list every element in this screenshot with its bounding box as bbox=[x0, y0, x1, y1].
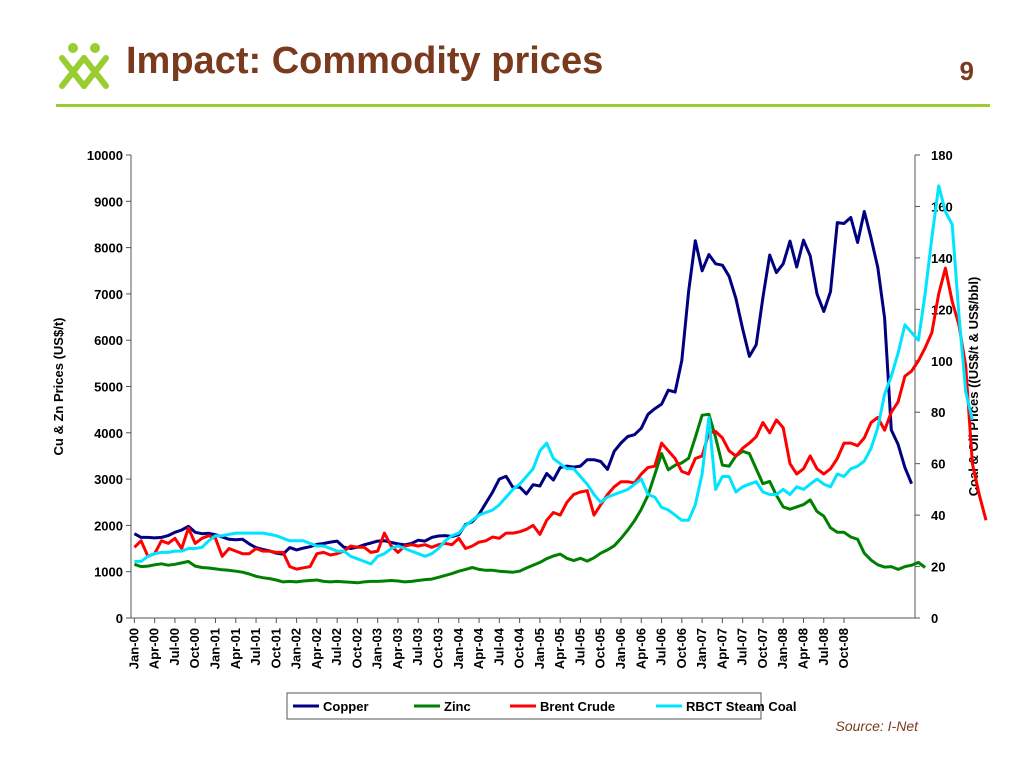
people-pair-logo bbox=[59, 43, 109, 89]
x-tick-label: Jan-03 bbox=[370, 628, 385, 669]
x-tick-label: Jan-05 bbox=[532, 628, 547, 669]
logo-body-right bbox=[81, 55, 109, 89]
series-line-rbct-steam-coal bbox=[134, 184, 974, 566]
y-axis-title: Cu & Zn Prices (US$/t) bbox=[51, 318, 66, 456]
legend-label: Brent Crude bbox=[540, 699, 615, 714]
x-tick-label: Apr-03 bbox=[390, 628, 405, 669]
x-tick-label: Jul-02 bbox=[329, 628, 344, 666]
legend-label: Zinc bbox=[444, 699, 471, 714]
series-line-zinc bbox=[133, 412, 927, 585]
x-tick-label: Jul-04 bbox=[491, 627, 506, 665]
series-line-brent-crude bbox=[133, 266, 988, 571]
y-tick-label: 3000 bbox=[94, 472, 123, 487]
chart-series bbox=[133, 184, 988, 585]
x-tick-label: Jul-06 bbox=[654, 628, 669, 666]
x-tick-label: Jan-02 bbox=[289, 628, 304, 669]
x-tick-label: Jul-01 bbox=[248, 628, 263, 666]
x-tick-label: Jul-00 bbox=[167, 628, 182, 666]
logo-body-left bbox=[59, 55, 87, 89]
x-tick-label: Apr-07 bbox=[714, 628, 729, 669]
legend-label: RBCT Steam Coal bbox=[686, 699, 797, 714]
x-tick-label: Apr-01 bbox=[228, 628, 243, 669]
slide-title: Impact: Commodity prices bbox=[126, 40, 604, 82]
x-tick-label: Oct-00 bbox=[187, 628, 202, 668]
x-tick-label: Oct-02 bbox=[349, 628, 364, 668]
x-tick-label: Oct-07 bbox=[755, 628, 770, 668]
y-tick-label: 9000 bbox=[94, 194, 123, 209]
x-tick-label: Jan-06 bbox=[613, 628, 628, 669]
x-tick-label: Oct-04 bbox=[512, 627, 527, 668]
y-tick-label: 0 bbox=[116, 611, 123, 626]
y-tick-label: 5000 bbox=[94, 380, 123, 395]
source-note: Source: I-Net bbox=[835, 718, 918, 734]
x-tick-label: Apr-08 bbox=[795, 628, 810, 669]
y2-tick-label: 20 bbox=[931, 560, 945, 575]
x-tick-label: Oct-03 bbox=[431, 628, 446, 668]
logo-head-right bbox=[90, 43, 100, 53]
x-tick-label: Jan-07 bbox=[694, 628, 709, 669]
chart-legend: Copper Zinc Brent Crude RBCT Steam Coal bbox=[286, 692, 797, 720]
logo-head-left bbox=[68, 43, 78, 53]
y-tick-label: 7000 bbox=[94, 287, 123, 302]
x-tick-label: Jul-03 bbox=[410, 628, 425, 666]
y-tick-label: 8000 bbox=[94, 241, 123, 256]
x-tick-label: Jan-01 bbox=[207, 628, 222, 669]
x-tick-label: Jul-05 bbox=[572, 628, 587, 666]
x-tick-label: Oct-08 bbox=[836, 628, 851, 668]
page-number: 9 bbox=[959, 56, 974, 86]
y-tick-label: 4000 bbox=[94, 426, 123, 441]
chart-axes: 0100020003000400050006000700080009000100… bbox=[51, 148, 981, 669]
y-tick-label: 6000 bbox=[94, 333, 123, 348]
x-tick-label: Oct-05 bbox=[593, 628, 608, 668]
y2-tick-label: 140 bbox=[931, 251, 953, 266]
x-tick-label: Jul-07 bbox=[735, 628, 750, 666]
y-tick-label: 1000 bbox=[94, 565, 123, 580]
y2-tick-label: 60 bbox=[931, 457, 945, 472]
x-tick-label: Apr-04 bbox=[471, 627, 486, 669]
y2-tick-label: 100 bbox=[931, 354, 953, 369]
x-tick-label: Jan-04 bbox=[451, 627, 466, 669]
y2-tick-label: 180 bbox=[931, 148, 953, 163]
title-divider bbox=[56, 104, 990, 107]
y-tick-label: 2000 bbox=[94, 518, 123, 533]
x-tick-label: Jan-08 bbox=[775, 628, 790, 669]
y2-tick-label: 40 bbox=[931, 508, 945, 523]
x-tick-label: Apr-00 bbox=[147, 628, 162, 669]
x-tick-label: Jul-08 bbox=[816, 628, 831, 666]
x-tick-label: Jan-00 bbox=[126, 628, 141, 669]
series-line-copper bbox=[133, 210, 913, 556]
x-tick-label: Apr-05 bbox=[552, 628, 567, 669]
y-tick-label: 10000 bbox=[87, 148, 123, 163]
x-tick-label: Apr-06 bbox=[633, 628, 648, 669]
x-tick-label: Oct-06 bbox=[674, 628, 689, 668]
y2-tick-label: 80 bbox=[931, 405, 945, 420]
x-tick-label: Oct-01 bbox=[268, 628, 283, 668]
y2-tick-label: 0 bbox=[931, 611, 938, 626]
legend-label: Copper bbox=[323, 699, 369, 714]
x-tick-label: Apr-02 bbox=[309, 628, 324, 669]
